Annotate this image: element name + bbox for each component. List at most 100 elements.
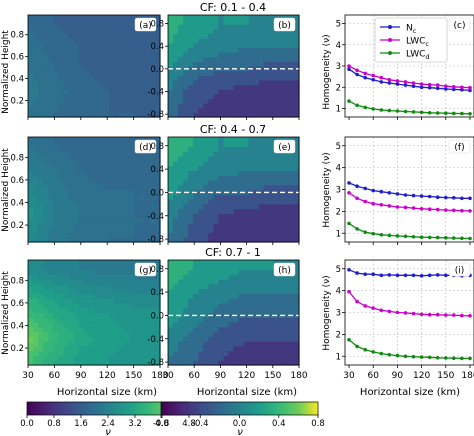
heatmap-cell <box>243 79 250 86</box>
heatmap-cell <box>99 322 105 328</box>
heatmap-cell <box>73 179 80 186</box>
heatmap-cell <box>154 232 161 238</box>
heatmap-cell <box>28 189 34 195</box>
heatmap-cell <box>154 47 161 53</box>
heatmap-cell <box>243 326 250 333</box>
heatmap-cell <box>43 199 49 205</box>
heatmap-cell <box>228 38 235 44</box>
heatmap-cell <box>223 52 230 58</box>
heatmap-cell <box>283 331 290 337</box>
heatmap-cell <box>43 70 49 76</box>
heatmap-cell <box>173 341 179 347</box>
heatmap-cell <box>223 293 230 299</box>
heatmap-cell <box>223 274 230 280</box>
plot-frame <box>27 136 161 243</box>
heatmap-cell <box>48 103 54 109</box>
heatmap-cell <box>208 98 214 104</box>
heatmap-cell <box>228 146 235 152</box>
heatmap-cell <box>149 350 156 357</box>
heatmap-cell <box>124 179 131 186</box>
heatmap-cell <box>53 84 60 90</box>
heatmap-cell <box>193 103 199 109</box>
heatmap-cell <box>223 61 230 67</box>
heatmap-cell <box>58 112 65 118</box>
heatmap-cell <box>253 175 260 181</box>
heatmap-cell <box>73 194 80 200</box>
heatmap-cell <box>78 156 85 162</box>
heatmap-cell <box>218 213 225 219</box>
heatmap-cell <box>253 93 260 100</box>
heatmap-cell <box>183 326 189 333</box>
heatmap-cell <box>288 165 295 172</box>
panel-label: (f) <box>454 143 464 153</box>
heatmap-cell <box>233 274 240 280</box>
heatmap-cell <box>208 70 214 76</box>
heatmap-cell <box>134 312 141 318</box>
heatmap-cell <box>228 360 235 366</box>
heatmap-cell <box>268 184 275 191</box>
heatmap-cell <box>48 28 54 35</box>
heatmap-cell <box>149 336 156 342</box>
heatmap-cell <box>168 307 174 314</box>
heatmap-cell <box>33 137 39 143</box>
heatmap-cell <box>48 218 54 224</box>
heatmap-cell <box>198 137 204 143</box>
heatmap-cell <box>238 302 245 309</box>
heatmap-cell <box>53 331 60 337</box>
heatmap-cell <box>154 237 161 243</box>
heatmap-cell <box>183 75 189 81</box>
heatmap-cell <box>63 61 70 67</box>
heatmap-cell <box>154 75 161 81</box>
heatmap-cell <box>233 227 240 234</box>
heatmap-cell <box>218 70 225 76</box>
heatmap-cell <box>183 341 189 347</box>
heatmap-cell <box>183 175 189 181</box>
heatmap-cell <box>28 227 34 234</box>
heatmap-cell <box>233 75 240 81</box>
heatmap-cell <box>104 28 110 35</box>
heatmap-cell <box>193 298 199 304</box>
heatmap-cell <box>273 79 280 86</box>
heatmap-cell <box>268 199 275 205</box>
heatmap-cell <box>183 227 189 234</box>
heatmap-cell <box>238 24 245 30</box>
heatmap-cell <box>223 213 230 219</box>
heatmap-cell <box>78 350 85 357</box>
heatmap-cell <box>53 218 60 224</box>
heatmap-cell <box>109 184 115 191</box>
legend-box <box>374 17 448 63</box>
data-point <box>347 64 351 68</box>
heatmap-cell <box>139 312 146 318</box>
heatmap-cell <box>154 360 161 366</box>
data-point <box>435 235 440 240</box>
heatmap-cell <box>94 264 100 271</box>
heatmap-cell <box>139 170 146 176</box>
heatmap-cell <box>78 355 85 361</box>
heatmap-cell <box>144 227 151 234</box>
heatmap-cell <box>139 52 146 58</box>
heatmap-cell <box>58 93 65 100</box>
heatmap-cell <box>28 260 34 266</box>
heatmap-cell <box>28 47 34 53</box>
heatmap-cell <box>58 232 65 238</box>
data-point <box>444 84 448 88</box>
heatmap-cell <box>223 199 230 205</box>
heatmap-cell <box>99 227 105 234</box>
heatmap-cell <box>58 89 65 95</box>
heatmap-cell <box>223 203 230 210</box>
heatmap-cell <box>28 93 34 100</box>
heatmap-cell <box>203 137 209 143</box>
heatmap-cell <box>83 137 90 143</box>
heatmap-cell <box>114 218 120 224</box>
heatmap-cell <box>109 298 115 304</box>
heatmap-cell <box>183 213 189 219</box>
heatmap-cell <box>129 341 136 347</box>
heatmap-cell <box>253 75 260 81</box>
heatmap-cell <box>124 298 131 304</box>
heatmap-cell <box>78 269 85 275</box>
heatmap-cell <box>263 203 270 210</box>
heatmap-cell <box>223 42 230 49</box>
heatmap-cell <box>43 156 49 162</box>
heatmap-cell <box>83 237 90 243</box>
heatmap-cell <box>248 93 255 100</box>
